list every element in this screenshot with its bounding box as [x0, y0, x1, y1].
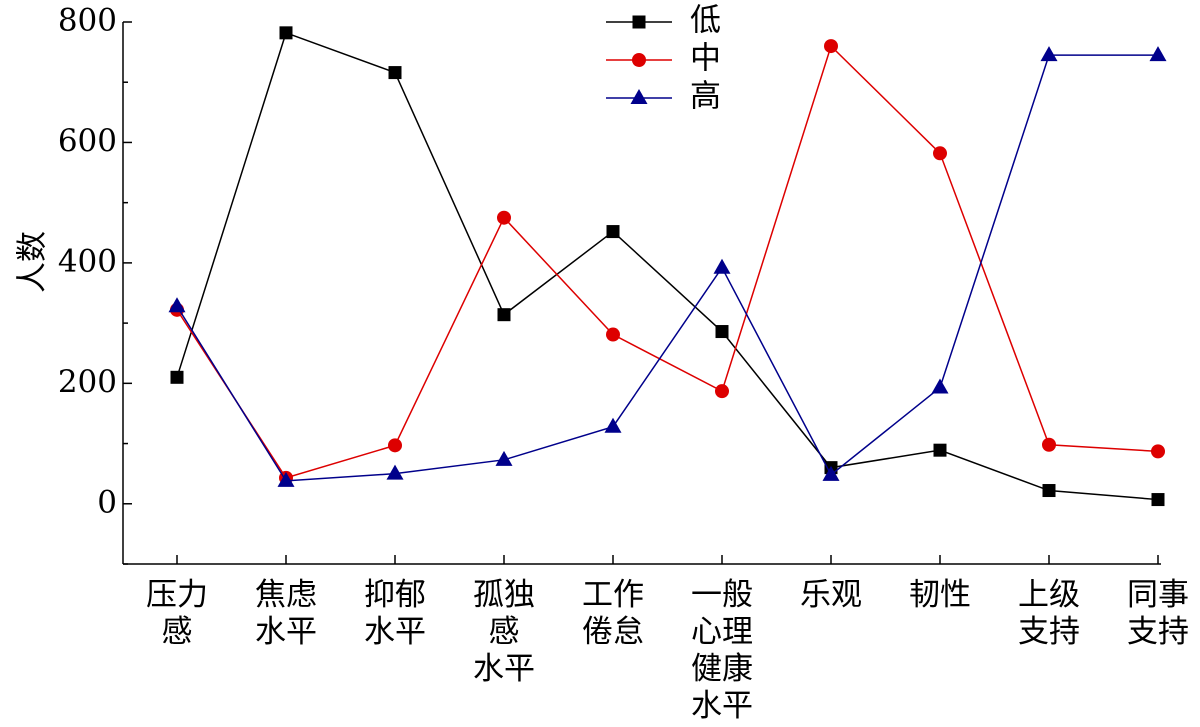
x-tick-label: 乐观	[800, 577, 862, 613]
y-tick-label: 0	[97, 484, 117, 520]
data-point	[1042, 437, 1056, 452]
data-point	[933, 146, 947, 161]
data-point	[1149, 46, 1167, 62]
data-point	[279, 26, 293, 40]
y-tick-label: 400	[58, 243, 117, 279]
x-tick-label: 抑郁水平	[364, 577, 426, 650]
x-tick-label: 同事支持	[1127, 577, 1189, 650]
x-tick-label: 孤独感水平	[473, 577, 535, 687]
data-point	[1151, 444, 1165, 459]
data-point	[497, 210, 511, 225]
x-tick-label: 焦虑水平	[255, 577, 317, 650]
legend-marker	[630, 89, 648, 104]
data-point	[824, 39, 838, 54]
x-tick-label: 一般心理健康水平	[691, 577, 753, 724]
data-point	[497, 308, 511, 322]
data-point	[933, 443, 947, 457]
x-tick-label: 上级支持	[1018, 577, 1080, 650]
data-point	[606, 327, 620, 342]
x-tick-label: 压力感	[146, 577, 208, 650]
data-point	[931, 378, 949, 394]
series-square	[170, 26, 1165, 507]
data-point	[1042, 484, 1056, 498]
x-tick-label: 韧性	[909, 577, 971, 613]
series-circle	[170, 39, 1165, 485]
legend-marker	[632, 53, 646, 67]
series-line	[176, 54, 1158, 482]
data-point	[822, 465, 840, 481]
data-point	[386, 464, 404, 480]
legend-item: 高	[606, 79, 721, 115]
legend: 低中高	[606, 3, 721, 115]
data-point	[715, 325, 729, 339]
legend-label: 高	[690, 79, 721, 115]
data-point	[604, 417, 622, 433]
data-point	[1040, 46, 1058, 62]
y-axis: 0 200 400 600 800	[58, 3, 132, 565]
y-axis-title: 人数	[15, 231, 51, 293]
series-line	[176, 31, 1159, 501]
series-layer	[168, 26, 1167, 507]
legend-label: 中	[690, 41, 721, 77]
data-point	[388, 66, 402, 80]
legend-label: 低	[690, 3, 721, 39]
data-point	[168, 297, 186, 313]
data-point	[606, 225, 620, 239]
data-point	[1151, 493, 1165, 507]
data-point	[170, 370, 184, 384]
data-point	[277, 471, 295, 487]
data-point	[715, 384, 729, 399]
series-line	[176, 44, 1159, 479]
legend-marker	[632, 15, 646, 29]
y-tick-label: 200	[58, 364, 117, 400]
data-point	[388, 438, 402, 453]
data-point	[495, 450, 513, 466]
y-axis-label: 人数	[15, 231, 51, 293]
legend-item: 中	[606, 41, 721, 77]
data-point	[713, 258, 731, 274]
legend-item: 低	[606, 3, 721, 39]
series-triangle	[168, 46, 1167, 487]
y-tick-label: 600	[58, 123, 117, 159]
y-tick-label: 800	[58, 3, 117, 39]
x-tick-label: 工作倦怠	[582, 577, 644, 650]
